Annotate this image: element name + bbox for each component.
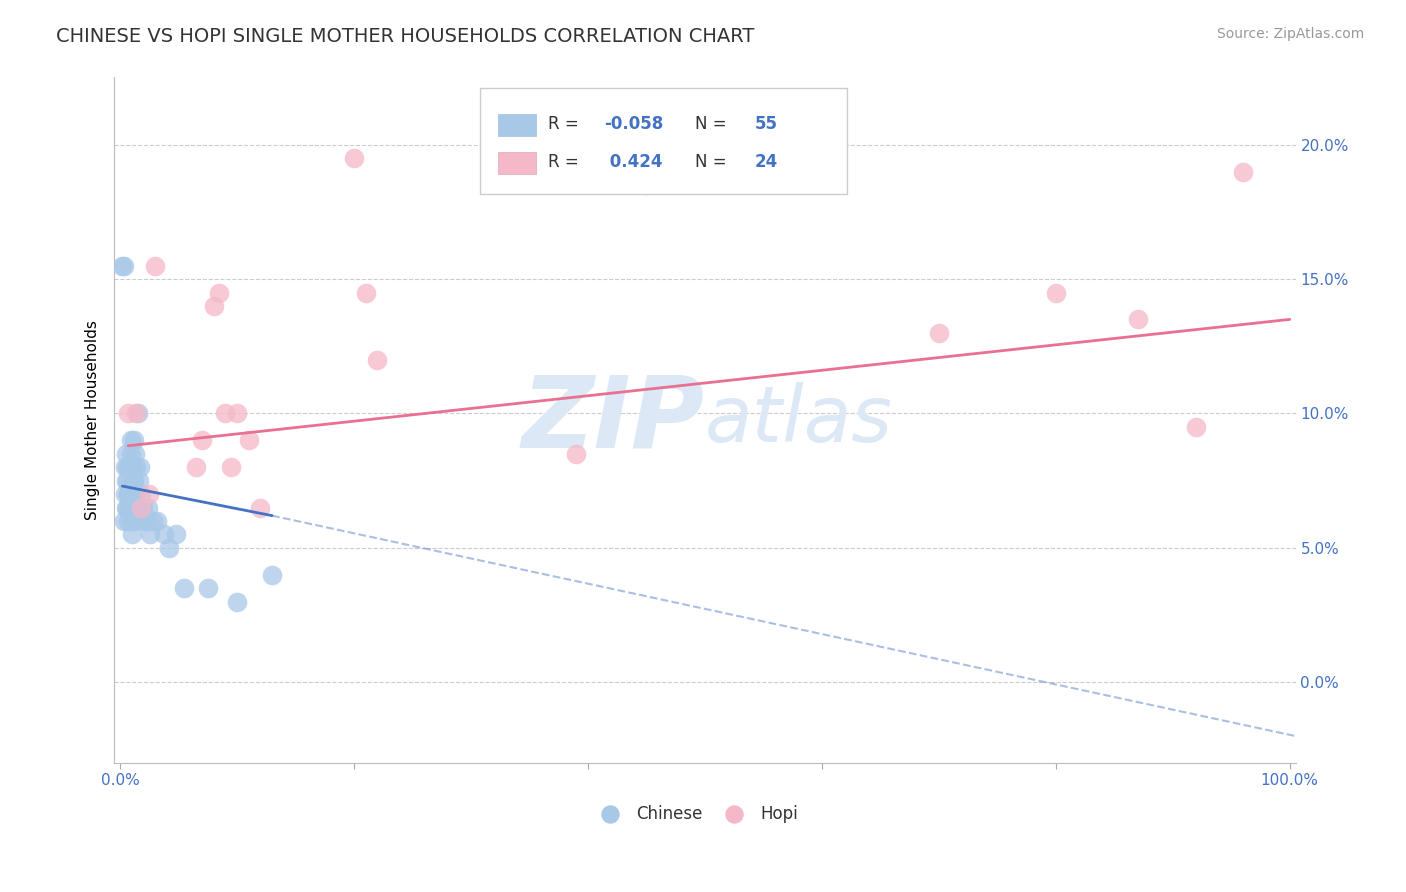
Point — [121, 527, 143, 541]
Point — [636, 178, 658, 192]
Point — [121, 500, 143, 515]
Point — [117, 514, 139, 528]
Point — [115, 474, 138, 488]
Point — [142, 514, 165, 528]
Point — [1045, 285, 1067, 300]
Point — [121, 514, 143, 528]
Point — [125, 514, 148, 528]
Point — [122, 460, 145, 475]
Point — [202, 299, 225, 313]
Point — [117, 487, 139, 501]
Point — [129, 500, 152, 515]
Point — [132, 500, 155, 515]
Text: N =: N = — [696, 115, 733, 133]
Point — [111, 259, 134, 273]
Point — [121, 487, 143, 501]
Point — [115, 460, 138, 475]
FancyBboxPatch shape — [498, 153, 536, 174]
Point — [262, 567, 284, 582]
Point — [129, 487, 152, 501]
Point — [1126, 312, 1149, 326]
Text: Source: ZipAtlas.com: Source: ZipAtlas.com — [1216, 27, 1364, 41]
Point — [139, 527, 162, 541]
Point — [135, 514, 157, 528]
Point — [112, 514, 135, 528]
Point — [117, 487, 139, 501]
FancyBboxPatch shape — [481, 87, 846, 194]
Point — [136, 500, 159, 515]
Point — [165, 527, 187, 541]
Point — [122, 474, 145, 488]
Point — [173, 581, 195, 595]
Point — [115, 500, 138, 515]
Text: -0.058: -0.058 — [605, 115, 664, 133]
Point — [343, 151, 366, 165]
Point — [153, 527, 176, 541]
Text: R =: R = — [548, 153, 583, 170]
Point — [115, 500, 138, 515]
Text: Chinese: Chinese — [637, 805, 703, 823]
Point — [129, 460, 152, 475]
Point — [197, 581, 219, 595]
Text: ZIP: ZIP — [522, 372, 704, 468]
Point — [600, 877, 623, 891]
Point — [157, 541, 180, 555]
Point — [928, 326, 950, 340]
Point — [114, 460, 136, 475]
Point — [184, 460, 207, 475]
Point — [125, 407, 148, 421]
Point — [146, 514, 169, 528]
Text: 24: 24 — [755, 153, 778, 170]
Point — [117, 407, 139, 421]
Point — [138, 487, 160, 501]
Point — [122, 474, 145, 488]
Point — [191, 434, 214, 448]
Text: N =: N = — [696, 153, 733, 170]
Y-axis label: Single Mother Households: Single Mother Households — [86, 320, 100, 520]
Point — [134, 514, 156, 528]
Point — [120, 500, 142, 515]
Text: R =: R = — [548, 115, 583, 133]
Text: 0.424: 0.424 — [605, 153, 664, 170]
Text: 55: 55 — [755, 115, 778, 133]
Point — [723, 877, 745, 891]
Text: Hopi: Hopi — [761, 805, 799, 823]
Point — [118, 500, 141, 515]
Point — [131, 500, 153, 515]
Point — [128, 474, 150, 488]
Point — [115, 474, 138, 488]
Point — [127, 407, 149, 421]
Point — [118, 460, 141, 475]
Point — [219, 460, 242, 475]
Point — [127, 500, 149, 515]
Point — [122, 500, 145, 515]
Point — [112, 259, 135, 273]
Point — [122, 434, 145, 448]
Point — [238, 434, 260, 448]
Point — [249, 500, 271, 515]
Point — [214, 407, 236, 421]
Point — [118, 500, 141, 515]
Point — [143, 259, 166, 273]
Text: CHINESE VS HOPI SINGLE MOTHER HOUSEHOLDS CORRELATION CHART: CHINESE VS HOPI SINGLE MOTHER HOUSEHOLDS… — [56, 27, 755, 45]
Point — [1232, 164, 1254, 178]
Point — [114, 487, 136, 501]
Point — [208, 285, 231, 300]
Point — [226, 407, 249, 421]
Point — [226, 595, 249, 609]
FancyBboxPatch shape — [498, 114, 536, 136]
Text: atlas: atlas — [704, 382, 893, 458]
Point — [115, 447, 138, 461]
Point — [122, 487, 145, 501]
Point — [366, 352, 388, 367]
Point — [120, 434, 142, 448]
Point — [120, 447, 142, 461]
Point — [125, 460, 148, 475]
Point — [124, 487, 146, 501]
Point — [1185, 420, 1208, 434]
Point — [124, 447, 146, 461]
Point — [354, 285, 377, 300]
Point — [117, 500, 139, 515]
Point — [565, 447, 588, 461]
